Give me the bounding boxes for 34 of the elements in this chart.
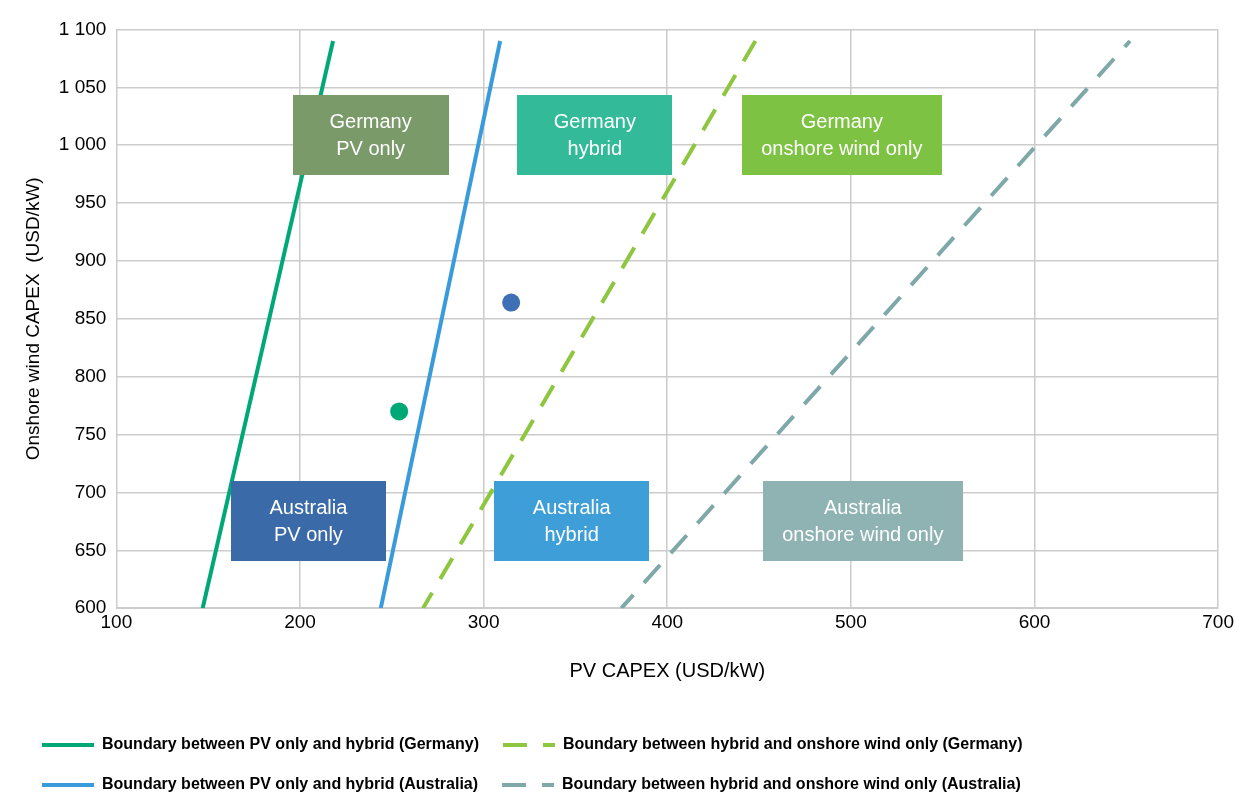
y-tick-label: 950 [74,191,107,213]
y-tick-label: 650 [74,538,107,560]
annotation: Germany PV only [329,109,412,162]
annotation: Germany onshore wind only [761,109,923,162]
x-tick-label: 500 [835,610,867,632]
x-tick-label: 600 [1018,610,1051,632]
label-box: Australia onshore wind only [763,481,963,562]
annotation: Germany hybrid [553,109,636,162]
y-tick-label: 850 [74,307,107,329]
y-tick-label: 1 050 [58,75,107,97]
annotation: Australia hybrid [532,495,611,548]
annotation: Australia PV only [269,495,348,548]
legend-label: Boundary between PV only and hybrid (Australia) [102,775,479,793]
y-tick-label: 800 [74,364,107,386]
label-box: Australia PV only [230,481,386,562]
y-tick-label: 1 000 [58,133,107,155]
label-box: Germany PV only [292,95,449,176]
label-box: Germany hybrid [517,95,673,176]
x-tick-label: 300 [467,610,500,632]
y-tick-label: 700 [74,480,107,502]
x-axis-title: PV CAPEX (USD/kW) [569,658,766,681]
x-tick-label: 700 [1202,610,1234,632]
y-tick-label: 750 [74,422,107,444]
x-tick-label: 400 [651,610,684,632]
label-box: Australia hybrid [494,481,650,562]
y-tick-label: 900 [74,249,107,271]
annotation: Australia onshore wind only [782,495,944,548]
legend-label: Boundary between PV only and hybrid (Germany) [102,735,479,753]
label-box: Germany onshore wind only [742,95,942,176]
x-tick-label: 200 [284,610,316,632]
legend-label: Boundary between hybrid and onshore wind only (Germany) [562,735,1023,753]
legend-label: Boundary between hybrid and onshore wind only (Australia) [562,775,1021,793]
y-axis-title: Onshore wind CAPEX (USD/kW) [21,177,43,461]
y-tick-label: 1 100 [58,17,107,39]
